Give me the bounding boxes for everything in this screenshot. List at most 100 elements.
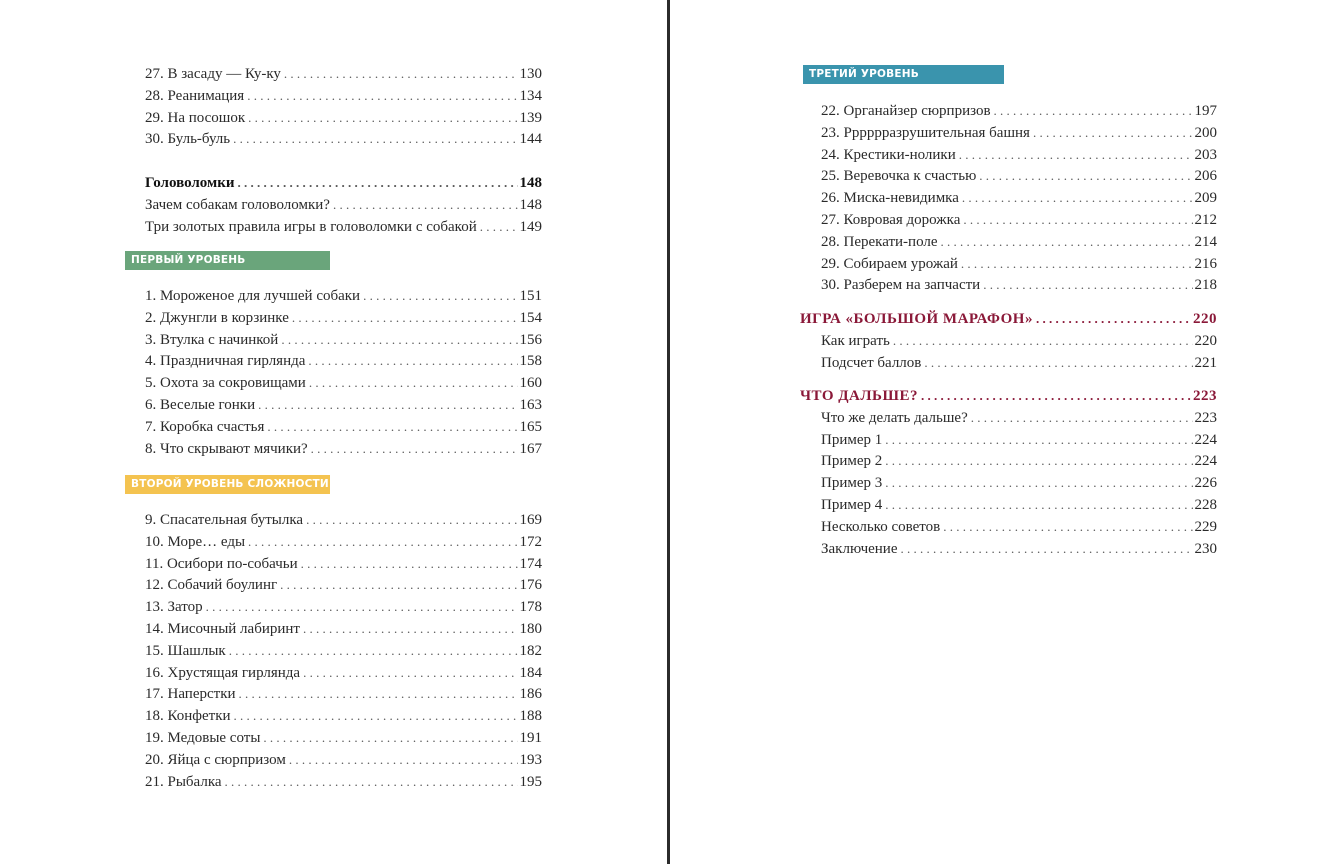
toc-entry[interactable]: Пример 2 224 (821, 450, 1217, 472)
toc-section-heading[interactable]: ЧТО ДАЛЬШЕ? 223 (800, 385, 1217, 407)
entry-page: 186 (519, 686, 543, 703)
entry-title: 19. Медовые соты (145, 729, 261, 746)
toc-entry[interactable]: 26. Миска-невидимка 209 (821, 187, 1217, 209)
toc-entry[interactable]: 28. Перекати-поле 214 (821, 231, 1217, 253)
toc-entry[interactable]: 17. Наперстки 186 (145, 683, 542, 705)
leader-dots (309, 372, 518, 394)
toc-entry[interactable]: 30. Буль-буль 144 (145, 128, 542, 150)
toc-entry[interactable]: Подсчет баллов 221 (821, 352, 1217, 374)
toc-entry[interactable]: Пример 3 226 (821, 472, 1217, 494)
entry-title: 24. Крестики-нолики (821, 146, 956, 163)
leader-dots (284, 63, 518, 85)
entry-page: 139 (519, 109, 543, 126)
toc-entry[interactable]: 24. Крестики-нолики 203 (821, 144, 1217, 166)
level2-entries: 9. Спасательная бутылка16910. Море… еды1… (145, 509, 542, 792)
leader-dots (306, 509, 517, 531)
toc-entry[interactable]: 8. Что скрывают мячики? 167 (145, 438, 542, 460)
entry-title: Пример 4 (821, 496, 883, 513)
level3-entries: 22. Органайзер сюрпризов 197 23. Рррррразр… (821, 100, 1217, 296)
toc-section-heading[interactable]: Головоломки 148 (145, 172, 542, 194)
toc-entry[interactable]: 1. Мороженое для лучшей собаки 151 (145, 285, 542, 307)
entry-title: Несколько советов (821, 518, 941, 535)
toc-entry[interactable]: 25. Веревочка к счастью 206 (821, 165, 1217, 187)
toc-entry[interactable]: Заключение 230 (821, 538, 1217, 560)
leader-dots (247, 85, 517, 107)
entry-page: 230 (1194, 540, 1218, 557)
toc-entry[interactable]: 29. На посошок 139 (145, 107, 542, 129)
leader-dots (885, 472, 1192, 494)
toc-entry[interactable]: Что же делать дальше? 223 (821, 407, 1217, 429)
entry-page: 228 (1194, 496, 1218, 513)
entry-page: 212 (1194, 211, 1218, 228)
entry-page: 169 (519, 512, 543, 528)
entry-page: 223 (1194, 409, 1218, 426)
toc-entry[interactable]: 7. Коробка счастья 165 (145, 416, 542, 438)
toc-entry[interactable]: Пример 1 224 (821, 429, 1217, 451)
marathon-entries: Как играть 220 Подсчет баллов 221 (821, 330, 1217, 374)
entry-title: 3. Втулка с начинкой (145, 331, 279, 348)
entry-title: 23. Рррррразрушительная башня (821, 124, 1030, 141)
toc-entry[interactable]: 18. Конфетки 188 (145, 705, 542, 727)
leader-dots (303, 662, 517, 684)
leader-dots (961, 253, 1193, 275)
entry-title: 8. Что скрывают мячики? (145, 440, 308, 457)
leader-dots (941, 231, 1193, 253)
leader-dots (301, 553, 518, 575)
toc-entry[interactable]: 28. Реанимация 134 (145, 85, 542, 107)
toc-entry[interactable]: 12. Собачий боулинг 176 (145, 574, 542, 596)
entry-title: 22. Органайзер сюрпризов (821, 103, 991, 119)
toc-entry[interactable]: 10. Море… еды 172 (145, 531, 542, 553)
entry-page: 200 (1194, 124, 1218, 141)
toc-entry[interactable]: 13. Затор 178 (145, 596, 542, 618)
toc-entry[interactable]: Зачем собакам головоломки? 148 (145, 194, 542, 216)
toc-entry[interactable]: 14. Мисочный лабиринт 180 (145, 618, 542, 640)
entry-title: ИГРА «БОЛЬШОЙ МАРАФОН» (800, 311, 1033, 327)
toc-entry[interactable]: 29. Собираем урожай 216 (821, 253, 1217, 275)
toc-entry[interactable]: 27. Ковровая дорожка 212 (821, 209, 1217, 231)
leader-dots (267, 416, 517, 438)
leader-dots (893, 330, 1193, 352)
leader-dots (979, 165, 1192, 187)
leader-dots (281, 329, 517, 351)
toc-entry[interactable]: 30. Разберем на запчасти 218 (821, 274, 1217, 296)
toc-entry[interactable]: 11. Осибори по-собачьи 174 (145, 553, 542, 575)
leader-dots (308, 350, 517, 372)
entry-page: 209 (1194, 190, 1218, 207)
leader-dots (1036, 308, 1191, 330)
leader-dots (363, 285, 517, 307)
toc-entry[interactable]: 5. Охота за сокровищами 160 (145, 372, 542, 394)
toc-entry[interactable]: 23. Рррррразрушительная башня 200 (821, 122, 1217, 144)
toc-entry[interactable]: Как играть 220 (821, 330, 1217, 352)
toc-entry[interactable]: 4. Праздничная гирлянда 158 (145, 350, 542, 372)
leader-dots (963, 209, 1192, 231)
entry-title: 16. Хрустящая гирлянда (145, 664, 301, 681)
leader-dots (901, 538, 1193, 560)
toc-entry[interactable]: 3. Втулка с начинкой 156 (145, 329, 542, 351)
entry-title: 5. Охота за сокровищами (145, 375, 306, 392)
toc-entry[interactable]: Пример 4 228 (821, 494, 1217, 516)
toc-entry[interactable]: 22. Органайзер сюрпризов 197 (821, 100, 1217, 122)
toc-entry[interactable]: 19. Медовые соты 191 (145, 727, 542, 749)
entry-title: 12. Собачий боулинг (145, 577, 278, 594)
entry-page: 191 (519, 729, 543, 746)
toc-entry[interactable]: 27. В засаду — Ку-ку 130 (145, 63, 542, 85)
level2-band: ВТОРОЙ УРОВЕНЬ СЛОЖНОСТИ (125, 475, 330, 494)
toc-entry[interactable]: Несколько советов 229 (821, 516, 1217, 538)
entry-page: 144 (519, 131, 543, 148)
toc-entry[interactable]: 9. Спасательная бутылка 169 (145, 509, 542, 531)
toc-entry[interactable]: 2. Джунгли в корзинке 154 (145, 307, 542, 329)
leader-dots (229, 640, 518, 662)
leader-dots (280, 574, 517, 596)
toc-entry[interactable]: 20. Яйца с сюрпризом 193 (145, 749, 542, 771)
toc-entry[interactable]: 21. Рыбалка 195 (145, 771, 542, 793)
entry-page: 156 (519, 331, 543, 348)
entry-title: 13. Затор (145, 599, 203, 616)
toc-entry[interactable]: 6. Веселые гонки 163 (145, 394, 542, 416)
toc-entry[interactable]: 16. Хрустящая гирлянда 184 (145, 662, 542, 684)
toc-section-heading[interactable]: ИГРА «БОЛЬШОЙ МАРАФОН» 220 (800, 308, 1217, 330)
entry-title: 27. Ковровая дорожка (821, 211, 961, 228)
toc-entry[interactable]: 15. Шашлык 182 (145, 640, 542, 662)
page-gutter-divider (667, 0, 670, 864)
toc-entry[interactable]: Три золотых правила игры в головоломки с… (145, 216, 542, 238)
